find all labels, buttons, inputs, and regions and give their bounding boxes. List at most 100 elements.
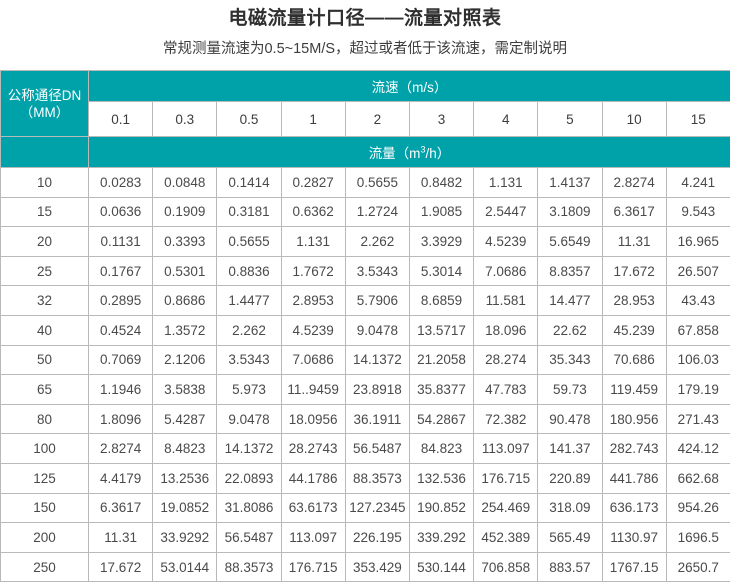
cell: 179.19: [665, 374, 730, 405]
speed-col-2: 0.5: [216, 101, 282, 137]
flowrate-label-suffix: /h）: [425, 146, 451, 161]
cell: 54.2867: [408, 403, 475, 435]
cell: 63.6173: [280, 492, 346, 524]
cell: 106.03: [665, 344, 730, 376]
cell: 954.26: [665, 492, 730, 524]
dn-value: 20: [0, 226, 89, 257]
cell: 1.4137: [537, 167, 603, 198]
cell: 565.49: [537, 522, 603, 553]
cell: 0.1909: [152, 196, 218, 228]
cell: 5.4287: [152, 403, 218, 435]
cell: 1.2724: [344, 196, 410, 228]
cell: 424.12: [665, 433, 730, 464]
page-subtitle: 常规测量流速为0.5~15M/S，超过或者低于该流速，需定制说明: [162, 41, 568, 57]
cell: 3.5343: [216, 344, 282, 376]
dn-header-line1: 公称通径DN: [7, 87, 82, 103]
speed-col-4: 2: [344, 101, 410, 137]
cell: 35.343: [537, 344, 603, 376]
cell: 0.8482: [408, 167, 475, 198]
cell: 3.5838: [152, 374, 218, 405]
speed-col-6: 4: [473, 101, 539, 137]
cell: 7.0686: [473, 255, 539, 287]
cell: 132.536: [408, 462, 475, 494]
cell: 441.786: [601, 462, 667, 494]
cell: 176.715: [280, 551, 346, 583]
cell: 4.4179: [87, 462, 154, 494]
speed-col-5: 3: [408, 101, 475, 137]
dn-value: 15: [0, 196, 89, 228]
cell: 84.823: [408, 433, 475, 464]
cell: 1.3572: [152, 314, 218, 346]
cell: 339.292: [408, 522, 475, 553]
cell: 3.3929: [408, 226, 475, 257]
cell: 353.429: [344, 551, 410, 583]
cell: 1.131: [280, 226, 346, 257]
cell: 4.241: [665, 167, 730, 198]
cell: 72.382: [473, 403, 539, 435]
dn-value: 100: [0, 433, 89, 464]
cell: 11..9459: [280, 374, 346, 405]
cell: 11.31: [601, 226, 667, 257]
cell: 4.5239: [473, 226, 539, 257]
cell: 7.0686: [280, 344, 346, 376]
cell: 26.507: [665, 255, 730, 287]
cell: 22.62: [537, 314, 603, 346]
cell: 0.5655: [344, 167, 410, 198]
cell: 88.3573: [216, 551, 282, 583]
cell: 0.8836: [216, 255, 282, 287]
cell: 13.5717: [408, 314, 475, 346]
speed-col-0: 0.1: [87, 101, 154, 137]
table-row: 25 0.1767 0.5301 0.8836 1.7672 3.5343 5.…: [0, 255, 730, 287]
table-head: 公称通径DN （MM） 流速（m/s） 0.1 0.3 0.5 1 2 3 4 …: [0, 70, 730, 168]
cell: 0.3393: [152, 226, 218, 257]
cell: 190.852: [408, 492, 475, 524]
cell: 2.262: [344, 226, 410, 257]
speed-col-7: 5: [537, 101, 603, 137]
cell: 0.0848: [152, 167, 218, 198]
cell: 19.0852: [152, 492, 218, 524]
cell: 53.0144: [152, 551, 218, 583]
cell: 43.43: [665, 285, 730, 316]
dn-value: 65: [0, 374, 89, 405]
cell: 0.1414: [216, 167, 282, 198]
cell: 14.1372: [216, 433, 282, 464]
cell: 11.31: [87, 522, 154, 553]
cell: 1.4477: [216, 285, 282, 316]
dn-value: 50: [0, 344, 89, 376]
cell: 318.09: [537, 492, 603, 524]
cell: 88.3573: [344, 462, 410, 494]
cell: 5.7906: [344, 285, 410, 316]
flowrate-blank-cell: [0, 136, 89, 168]
dn-value: 250: [0, 551, 89, 583]
cell: 11.581: [473, 285, 539, 316]
cell: 47.783: [473, 374, 539, 405]
header-row-flowrate: 流量（m3/h）: [0, 136, 730, 168]
dn-header-cell: 公称通径DN （MM）: [0, 70, 89, 137]
cell: 0.8686: [152, 285, 218, 316]
table-row: 200 11.31 33.9292 56.5487 113.097 226.19…: [0, 522, 730, 553]
cell: 36.1911: [344, 403, 410, 435]
cell: 1.131: [473, 167, 539, 198]
cell: 3.5343: [344, 255, 410, 287]
speed-col-3: 1: [280, 101, 346, 137]
table-row: 20 0.1131 0.3393 0.5655 1.131 2.262 3.39…: [0, 226, 730, 257]
cell: 0.5301: [152, 255, 218, 287]
table-row: 50 0.7069 2.1206 3.5343 7.0686 14.1372 2…: [0, 344, 730, 376]
cell: 1.9085: [408, 196, 475, 228]
cell: 127.2345: [344, 492, 410, 524]
cell: 2.1206: [152, 344, 218, 376]
cell: 2.5447: [473, 196, 539, 228]
cell: 5.6549: [537, 226, 603, 257]
table-row: 150 6.3617 19.0852 31.8086 63.6173 127.2…: [0, 492, 730, 524]
cell: 636.173: [601, 492, 667, 524]
flow-comparison-table: 公称通径DN （MM） 流速（m/s） 0.1 0.3 0.5 1 2 3 4 …: [0, 70, 730, 583]
cell: 220.89: [537, 462, 603, 494]
speed-col-9: 15: [665, 101, 730, 137]
cell: 67.858: [665, 314, 730, 346]
header-row-group: 公称通径DN （MM） 流速（m/s）: [0, 70, 730, 137]
cell: 119.459: [601, 374, 667, 405]
cell: 17.672: [87, 551, 154, 583]
cell: 1767.15: [601, 551, 667, 583]
table-row: 15 0.0636 0.1909 0.3181 0.6362 1.2724 1.…: [0, 196, 730, 228]
cell: 1.7672: [280, 255, 346, 287]
